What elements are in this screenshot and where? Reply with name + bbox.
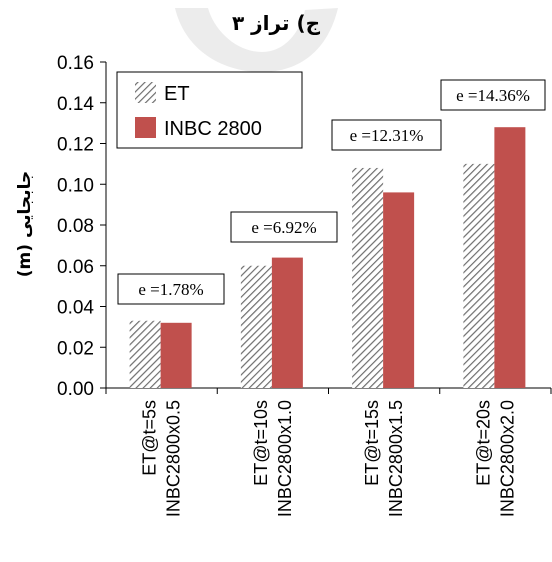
chart-title: ج) تراز ۳ [232, 11, 321, 35]
y-tick-label: 0.02 [57, 338, 94, 359]
error-annotation-label: e =1.78% [138, 280, 203, 299]
error-annotation-label: e =6.92% [251, 218, 316, 237]
error-annotation-label: e =14.36% [456, 86, 530, 105]
legend-label-inbc: INBC 2800 [164, 118, 262, 140]
bars [129, 127, 526, 388]
decorative-shape [175, 8, 338, 72]
legend-swatch-inbc [135, 117, 156, 138]
bar-et-3 [352, 167, 384, 388]
bar-et-4 [463, 163, 495, 388]
y-tick-label: 0.06 [57, 257, 94, 278]
x-category-label: ET@t=20s [473, 400, 493, 486]
annotations: e =1.78% e =6.92% e =12.31% e =14.36% [117, 79, 546, 305]
bar-inbc-2 [271, 257, 303, 388]
error-annotation-box [331, 119, 442, 151]
y-tick-label: 0.12 [57, 135, 94, 156]
bar-et-2 [240, 265, 272, 388]
bar-et-1 [129, 320, 161, 388]
y-tick-label: 0.08 [57, 216, 94, 237]
y-ticks: 0.00 0.02 0.04 0.06 0.08 0.10 0.12 0.14 0.16 [57, 53, 106, 400]
bar-inbc-3 [383, 192, 415, 388]
x-category-label: INBC2800x1.0 [275, 400, 295, 517]
x-category-label: INBC2800x0.5 [164, 400, 184, 517]
legend-label-et: ET [164, 83, 190, 105]
error-annotation-box [440, 79, 546, 111]
x-category-label: ET@t=10s [251, 400, 271, 486]
y-tick-label: 0.16 [57, 53, 94, 74]
y-tick-label: 0.04 [57, 298, 94, 319]
x-category-labels: ET@t=5s INBC2800x0.5 ET@t=10s INBC2800x1.0 E… [140, 400, 518, 517]
y-tick-label: 0.14 [57, 94, 94, 115]
x-category-label: ET@t=15s [362, 400, 382, 486]
y-tick-label: 0.00 [57, 379, 94, 400]
x-category-label: ET@t=5s [140, 400, 160, 476]
legend-swatch-et [135, 82, 156, 103]
error-annotation-label: e =12.31% [350, 126, 424, 145]
legend: ET INBC 2800 [116, 71, 303, 149]
y-axis-label: جابجایی (m) [15, 171, 35, 277]
error-annotation-box [230, 211, 338, 243]
bar-inbc-1 [160, 322, 192, 388]
bar-inbc-4 [494, 127, 526, 388]
x-category-label: INBC2800x1.5 [386, 400, 406, 517]
error-annotation-box [117, 273, 225, 305]
x-category-label: INBC2800x2.0 [497, 400, 517, 517]
y-tick-label: 0.10 [57, 175, 94, 196]
